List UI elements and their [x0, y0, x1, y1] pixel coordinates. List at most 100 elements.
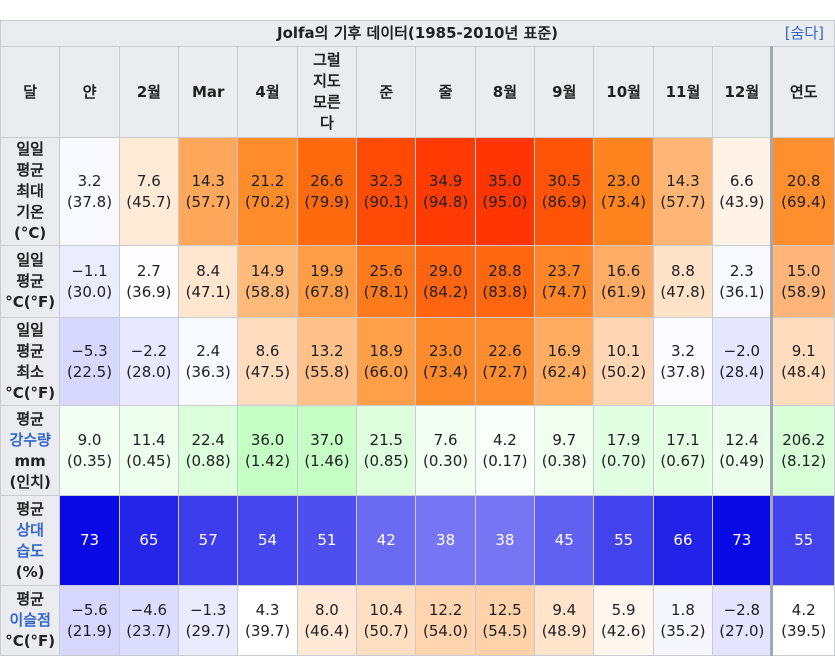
cell-secondary: (69.4) — [781, 192, 827, 211]
header-month: 그럴 지도 모른 다 — [296, 46, 358, 138]
table-title: Jolfa의 기후 데이터(1985-2010년 표준) — [277, 24, 558, 42]
cell-secondary: (58.8) — [244, 282, 291, 301]
cell-value: −2.2 — [130, 341, 168, 360]
header-month: 8월 — [474, 46, 536, 138]
cell-value: 23.0 — [606, 171, 641, 190]
cell-secondary: (57.7) — [660, 192, 706, 211]
year-cell: 4.2 (39.5) — [770, 585, 835, 656]
row-label-link[interactable]: 이슬점 — [9, 611, 51, 629]
data-cell: −5.3 (22.5) — [59, 317, 120, 406]
row-label-line: °C(°F) — [5, 293, 56, 311]
row-label-line: 최대 — [16, 182, 44, 200]
cell-secondary: (28.4) — [719, 362, 765, 381]
cell-value: 38 — [495, 531, 515, 549]
cell-secondary: (86.9) — [541, 192, 587, 211]
data-cell: 12.5 (54.5) — [474, 585, 536, 656]
header-month-label: 달 — [0, 46, 61, 138]
data-cell: 38 — [415, 495, 476, 586]
table-row: 일일 평균 최소 °C(°F) −5.3 (22.5) −2.2 (28.0) 2.4 (36.3… — [0, 317, 835, 406]
cell-secondary: (50.2) — [601, 362, 647, 381]
data-cell: 9.7 (0.38) — [534, 405, 595, 496]
cell-secondary: (21.9) — [66, 621, 113, 640]
year-cell: 9.1 (48.4) — [770, 317, 835, 406]
cell-value: 206.2 — [782, 430, 826, 449]
cell-secondary: (54.0) — [423, 621, 469, 640]
data-cell: 10.4 (50.7) — [356, 585, 417, 656]
row-label-link[interactable]: 습도 — [16, 541, 44, 560]
cell-secondary: (54.5) — [482, 621, 528, 640]
cell-value: 2.7 — [136, 261, 161, 280]
cell-secondary: (22.5) — [66, 362, 113, 381]
data-cell: 7.6 (45.7) — [118, 137, 180, 246]
cell-secondary: (27.0) — [719, 621, 765, 640]
data-cell: 25.6 (78.1) — [356, 245, 417, 318]
cell-secondary: (39.7) — [244, 621, 291, 640]
cell-value: 16.9 — [547, 341, 581, 360]
data-cell: 12.4 (0.49) — [712, 405, 773, 496]
data-cell: 55 — [593, 495, 654, 586]
cell-secondary: (73.4) — [601, 192, 647, 211]
cell-value: 14.9 — [250, 261, 285, 280]
row-label: 평균 강수량 mm (인치) — [0, 405, 61, 496]
cell-value: −2.0 — [723, 341, 761, 360]
cell-secondary: (83.8) — [482, 282, 528, 301]
cell-value: −1.3 — [189, 600, 227, 619]
cell-secondary: (62.4) — [541, 362, 587, 381]
cell-value: 14.3 — [191, 171, 225, 190]
cell-secondary: (46.4) — [304, 621, 350, 640]
cell-value: −5.6 — [71, 600, 108, 619]
cell-secondary: (95.0) — [482, 192, 528, 211]
row-label-line: 평균 — [16, 272, 44, 290]
cell-secondary: (70.2) — [244, 192, 291, 211]
data-cell: 51 — [296, 495, 358, 586]
cell-secondary: (30.0) — [66, 282, 113, 301]
cell-secondary: (28.0) — [126, 362, 172, 381]
cell-secondary: (72.7) — [482, 362, 528, 381]
header-month: 얀 — [59, 46, 120, 138]
data-cell: 1.8 (35.2) — [652, 585, 714, 656]
cell-secondary: (0.35) — [66, 451, 113, 470]
cell-secondary: (74.7) — [541, 282, 587, 301]
row-label-line: 평균 — [16, 590, 44, 608]
cell-secondary: (29.7) — [185, 621, 231, 640]
cell-secondary: (0.17) — [482, 451, 528, 470]
row-label-line: 평균 — [16, 341, 44, 360]
cell-value: 17.1 — [666, 430, 700, 449]
row-label: 일일 평균 최대 기온 (°C) — [0, 137, 61, 246]
data-cell: 8.0 (46.4) — [296, 585, 358, 656]
hide-toggle-link[interactable]: [숨다] — [784, 24, 824, 42]
row-label-line: °C(°F) — [5, 632, 56, 650]
cell-value: 23.7 — [547, 261, 581, 280]
cell-secondary: (55.8) — [304, 362, 350, 381]
data-cell: 4.3 (39.7) — [237, 585, 298, 656]
cell-value: 9.1 — [791, 341, 816, 360]
data-cell: 65 — [118, 495, 180, 586]
data-cell: 54 — [237, 495, 298, 586]
table-row: 평균 강수량 mm (인치) 9.0 (0.35) 11.4 (0.45) 22.4 (0.88)… — [0, 405, 835, 496]
cell-secondary: (48.4) — [781, 362, 827, 381]
cell-secondary: (45.7) — [126, 192, 172, 211]
cell-secondary: (90.1) — [363, 192, 409, 211]
cell-value: 21.2 — [250, 171, 285, 190]
cell-value: 10.1 — [606, 341, 641, 360]
cell-value: 57 — [198, 531, 218, 549]
data-cell: 2.4 (36.3) — [178, 317, 239, 406]
row-label-link[interactable]: 강수량 — [9, 430, 51, 449]
cell-secondary: (47.5) — [244, 362, 291, 381]
cell-value: 35.0 — [488, 171, 522, 190]
cell-secondary: (79.9) — [304, 192, 350, 211]
cell-value: 4.2 — [791, 600, 816, 619]
cell-value: 15.0 — [787, 261, 821, 280]
cell-value: 8.8 — [671, 261, 695, 280]
data-cell: −4.6 (23.7) — [118, 585, 180, 656]
cell-value: 9.0 — [77, 430, 102, 449]
row-label-link[interactable]: 상대 — [16, 520, 44, 539]
data-cell: 29.0 (84.2) — [415, 245, 476, 318]
row-label-line: 평균 — [16, 499, 44, 518]
cell-value: 4.3 — [255, 600, 280, 619]
cell-value: 26.6 — [310, 171, 344, 190]
cell-secondary: (37.8) — [660, 362, 706, 381]
year-cell: 206.2 (8.12) — [770, 405, 835, 496]
cell-secondary: (66.0) — [363, 362, 409, 381]
